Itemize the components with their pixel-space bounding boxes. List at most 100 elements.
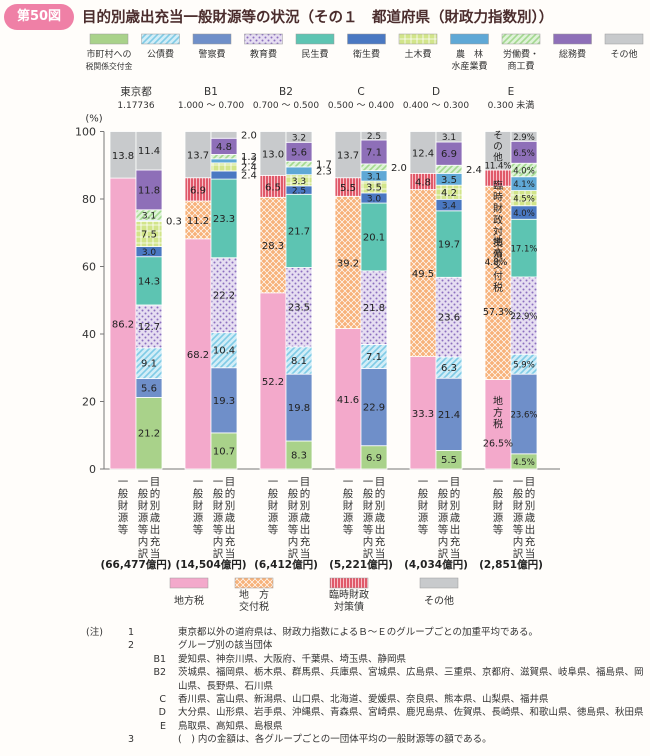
- expenditure-bar-caption: 目: [300, 476, 311, 488]
- expenditure-value-label: 10.4: [213, 346, 235, 357]
- revenue-value-label: 68.2: [187, 350, 209, 361]
- expenditure-value-label: 3.0: [367, 194, 382, 204]
- expenditure-value-label: 19.8: [288, 403, 310, 414]
- y-tick-label: 60: [82, 261, 96, 274]
- expenditure-bar-caption: 目: [450, 476, 461, 488]
- e-revenue-item-label: 時: [493, 191, 503, 203]
- expenditure-bar-caption: 別: [225, 500, 236, 512]
- footnote-text: 愛知県、神奈川県、大阪府、千葉県、埼玉県、静岡県: [178, 653, 407, 665]
- footnote-text: 茨城県、福岡県、栃木県、群馬県、兵庫県、宮城県、広島県、三重県、京都府、滋賀県、…: [178, 667, 644, 692]
- e-revenue-item-label: そ: [493, 130, 503, 141]
- expenditure-bar-caption: 目: [225, 476, 236, 488]
- expenditure-value-label: 21.4: [438, 410, 460, 421]
- legend-label: 地 方: [239, 588, 269, 601]
- expenditure-value-label: 2.0: [391, 163, 407, 174]
- revenue-bar-caption: 源: [418, 511, 429, 524]
- expenditure-segment: [510, 131, 538, 142]
- expenditure-bar-caption: 当: [525, 547, 536, 560]
- expenditure-bar-caption: 出: [300, 523, 311, 536]
- expenditure-bar-caption: 目: [375, 476, 386, 488]
- footnote-lead: [86, 653, 120, 666]
- footnote-lead: (注): [86, 627, 103, 638]
- revenue-bar-caption: 一: [118, 476, 129, 488]
- y-axis-label: (%): [85, 114, 102, 125]
- legend-label: その他: [610, 48, 637, 60]
- group-total-amount: (2,851億円): [479, 558, 543, 571]
- expenditure-bar-caption: 目: [525, 476, 536, 488]
- footnote-number: C: [159, 694, 166, 706]
- y-tick-label: 20: [82, 396, 96, 409]
- expenditure-segment: [435, 210, 463, 278]
- expenditure-segment: [510, 218, 538, 278]
- revenue-segment: [484, 379, 512, 470]
- expenditure-value-label: 9.1: [141, 359, 157, 370]
- legend-label: 民生費: [301, 48, 328, 60]
- expenditure-bar-caption: 内: [138, 535, 149, 548]
- expenditure-segment: [285, 131, 313, 143]
- revenue-segment: [259, 292, 287, 470]
- expenditure-value-label: 2.5: [292, 187, 306, 197]
- expenditure-bar-caption: 出: [450, 523, 461, 536]
- footnote-row: B2 茨城県、福岡県、栃木県、群馬県、兵庫県、宮城県、広島県、三重県、京都府、滋賀…: [86, 666, 646, 693]
- footnote-lead: [86, 733, 120, 746]
- expenditure-value-label: 4.0%: [513, 209, 535, 219]
- expenditure-bar-caption: 歳: [450, 512, 461, 524]
- expenditure-bar-caption: 等: [438, 523, 449, 536]
- legend-swatch: [553, 33, 592, 45]
- expenditure-segment: [135, 169, 163, 211]
- expenditure-value-label: 6.9: [366, 453, 382, 464]
- revenue-bar-caption: 財: [343, 499, 354, 512]
- expenditure-bar-caption: 歳: [150, 512, 161, 524]
- legend-swatch: [398, 33, 438, 45]
- footnote-number: 3: [128, 734, 135, 746]
- expenditure-bar-caption: 源: [363, 511, 374, 524]
- legend-label: 教育費: [250, 48, 277, 60]
- expenditure-value-label: 5.9%: [513, 361, 535, 371]
- revenue-value-label: 4.8: [415, 177, 431, 188]
- expenditure-bar-caption: 歳: [300, 512, 311, 524]
- footnote-number: D: [158, 707, 166, 719]
- legend-label: 臨時財政: [329, 588, 369, 601]
- revenue-segment: [334, 195, 362, 330]
- expenditure-value-label: 21.8: [363, 303, 385, 314]
- expenditure-segment: [210, 162, 238, 172]
- expenditure-bar-caption: 一: [288, 476, 299, 488]
- figure-number-badge: 第50図: [4, 4, 74, 30]
- legend-top-item: 労働費・商工費: [501, 33, 541, 72]
- expenditure-segment: [435, 131, 463, 143]
- expenditure-bar-caption: 別: [300, 500, 311, 512]
- expenditure-value-label: 20.1: [363, 232, 385, 243]
- expenditure-value-label: 7.5: [141, 229, 157, 240]
- e-revenue-item-label: 税: [493, 417, 503, 430]
- expenditure-bar-caption: 源: [213, 511, 224, 524]
- expenditure-bar-caption: 充: [300, 535, 311, 548]
- revenue-bar-caption: 財: [418, 499, 429, 512]
- group-name: C: [357, 86, 364, 98]
- figure-title: 目的別歳出充当一般財源等の状況（その１ 都道府県（財政力指数別））: [82, 10, 554, 26]
- group-index-range: 0.700 ～ 0.500: [253, 101, 320, 111]
- revenue-segment: [334, 131, 362, 179]
- group-total-amount: (6,412億円): [254, 558, 318, 571]
- expenditure-value-label: 2.3: [316, 166, 332, 177]
- legend-swatch: [169, 577, 209, 589]
- legend-swatch: [234, 577, 274, 589]
- expenditure-segment: [360, 368, 388, 447]
- revenue-bar-caption: 般: [118, 487, 129, 500]
- legend-label: 警察費: [198, 48, 225, 60]
- revenue-value-label: 28.3: [262, 241, 284, 252]
- expenditure-bar-caption: 別: [525, 500, 536, 512]
- expenditure-value-label: 5.6: [141, 384, 157, 395]
- expenditure-value-label: 2.4: [241, 162, 257, 173]
- legend-label: 労働費・: [503, 48, 539, 60]
- bar-group: C 0.500 ～ 0.400 41.6 39.2 5.5 13.7 6.9 22.9 7.1 2…: [328, 86, 407, 571]
- expenditure-value-label: 3.1: [367, 172, 381, 182]
- revenue-bar-caption: 財: [493, 499, 504, 512]
- expenditure-value-label: 8.3: [291, 450, 307, 461]
- revenue-bar-caption: 般: [418, 487, 429, 500]
- group-total-amount: (14,504億円): [175, 558, 246, 571]
- footnote-number: 1: [128, 627, 135, 638]
